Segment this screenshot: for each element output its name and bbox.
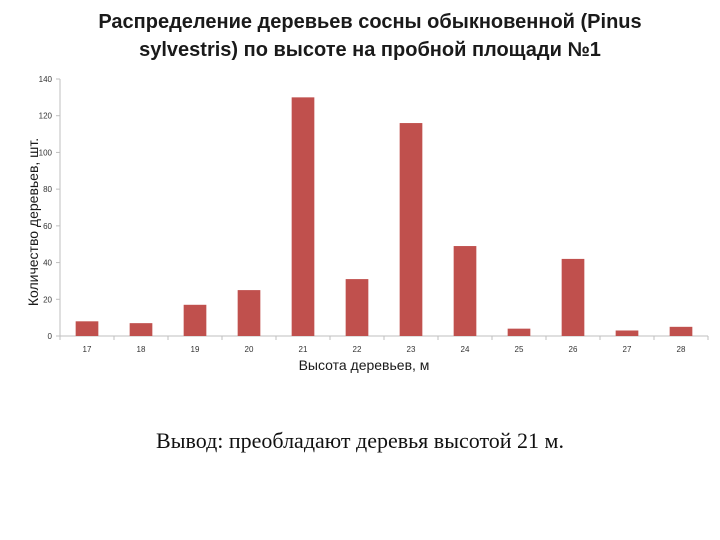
x-axis-label: Высота деревьев, м [299, 357, 430, 373]
bar-22 [345, 279, 369, 336]
bar-25 [507, 328, 531, 336]
bar-21 [291, 97, 315, 336]
y-tick-label: 40 [43, 259, 52, 268]
x-tick-label: 17 [83, 345, 92, 354]
bar-19 [183, 304, 207, 336]
y-tick-label: 140 [39, 75, 53, 84]
y-tick-label: 120 [39, 112, 53, 121]
x-tick-label: 23 [407, 345, 416, 354]
bar-17 [75, 321, 99, 336]
bar-chart: 0 20 40 60 80 100 120 140 17 18 19 20 21 22 23 24 25 26 2… [25, 75, 709, 373]
y-tick-label: 100 [39, 148, 53, 157]
y-tick-label: 60 [43, 222, 52, 231]
chart-axes [59, 79, 708, 337]
bar-23 [399, 123, 423, 336]
bar-26 [561, 258, 585, 336]
bar-27 [615, 330, 639, 336]
y-tick-label: 0 [48, 332, 53, 341]
x-tick-label: 19 [191, 345, 200, 354]
y-axis-label: Количество деревьев, шт. [25, 138, 41, 306]
x-tick-label: 25 [515, 345, 524, 354]
bar-24 [453, 246, 477, 336]
x-tick-label: 24 [461, 345, 470, 354]
bar-20 [237, 290, 261, 336]
x-axis-ticks: 17 18 19 20 21 22 23 24 25 26 27 28 [59, 336, 709, 354]
x-tick-label: 22 [353, 345, 362, 354]
chart-title: Распределение деревьев сосны обыкновенно… [98, 11, 642, 61]
chart-bars [75, 97, 693, 336]
x-tick-label: 28 [677, 345, 686, 354]
x-tick-label: 26 [569, 345, 578, 354]
y-axis-ticks: 0 20 40 60 80 100 120 140 [39, 75, 60, 341]
x-tick-label: 20 [245, 345, 254, 354]
y-tick-label: 20 [43, 295, 52, 304]
bar-18 [129, 323, 153, 336]
x-tick-label: 18 [137, 345, 146, 354]
x-tick-label: 21 [299, 345, 308, 354]
x-tick-label: 27 [623, 345, 632, 354]
conclusion-text: Вывод: преобладают деревья высотой 21 м. [156, 428, 564, 453]
bar-28 [669, 326, 693, 336]
y-tick-label: 80 [43, 185, 52, 194]
